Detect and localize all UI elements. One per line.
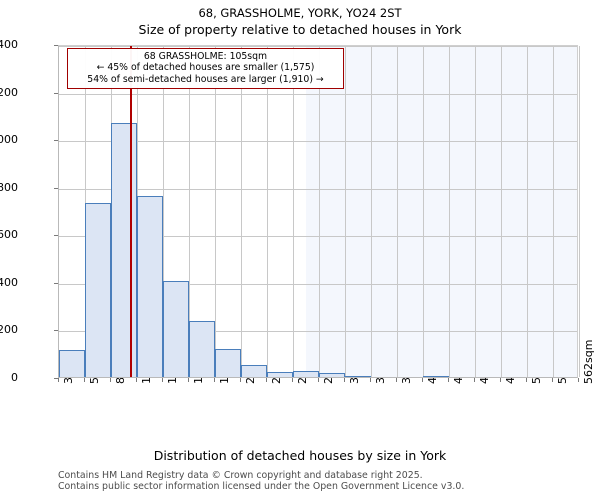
y-axis-tick-mark [54,282,58,284]
gridline-vertical [579,46,580,377]
gridline-vertical [345,46,346,377]
gridline-horizontal [59,236,577,238]
y-axis-tick-label: 1000 [0,133,18,147]
gridline-vertical [163,46,164,377]
histogram-bar [189,321,215,377]
x-axis-tick-mark [110,378,111,382]
x-axis-tick-mark [318,378,319,382]
y-axis-tick-label: 0 [11,371,18,384]
x-axis-tick-mark [214,378,215,382]
y-axis-tick-label: 200 [0,323,18,337]
annotation-line-3: 54% of semi-detached houses are larger (… [87,73,324,85]
chart-title-block: 68, GRASSHOLME, YORK, YO24 2ST Size of p… [0,6,600,38]
y-axis-tick-label: 800 [0,180,18,194]
x-axis-tick-mark [58,378,59,382]
chart-subtitle: Size of property relative to detached ho… [138,22,462,37]
x-axis-tick-label: 562sqm [582,339,595,384]
histogram-bar [241,365,267,377]
gridline-horizontal [59,331,577,333]
gridline-vertical [189,46,190,377]
histogram-bar [59,350,85,377]
x-axis-tick-mark [240,378,241,382]
y-axis-tick-mark [54,378,58,379]
gridline-horizontal [59,93,577,95]
footer-line-2: Contains public sector information licen… [58,481,465,492]
x-axis-tick-mark [526,378,527,382]
x-axis-tick-mark [448,378,449,382]
histogram-bar [319,372,345,377]
x-axis-tick-mark [84,378,85,382]
y-axis-tick-mark [54,45,58,46]
y-axis-tick-mark [54,187,58,189]
gridline-vertical [475,46,476,377]
histogram-bar [423,375,449,377]
y-axis-tick-mark [54,140,58,142]
property-marker-line [130,46,133,377]
gridline-horizontal [59,283,577,285]
gridline-vertical [371,46,372,377]
histogram-bar [215,348,241,377]
x-axis-tick-mark [396,378,397,382]
y-axis-tick-label: 1400 [0,38,18,51]
y-axis-tick-label: 1200 [0,85,18,99]
gridline-horizontal [59,188,577,190]
y-axis-tick-mark [54,330,58,332]
x-axis-tick-mark [500,378,501,382]
gridline-vertical [241,46,242,377]
gridline-vertical [319,46,320,377]
gridline-vertical [423,46,424,377]
x-axis-tick-mark [474,378,475,382]
annotation-line-2: ← 45% of detached houses are smaller (1,… [96,62,315,74]
y-axis-tick-mark [54,92,58,94]
gridline-vertical [397,46,398,377]
footer-line-1: Contains HM Land Registry data © Crown c… [58,470,423,481]
histogram-bar [267,371,293,377]
gridline-vertical [527,46,528,377]
y-axis-tick-label: 400 [0,275,18,289]
gridline-vertical [449,46,450,377]
x-axis-tick-mark [578,378,579,382]
x-axis-tick-mark [266,378,267,382]
gridline-horizontal [59,46,577,47]
x-axis-tick-mark [292,378,293,382]
x-axis-tick-mark [136,378,137,382]
histogram-bar [293,371,319,377]
histogram-bar [85,203,111,377]
page-title: 68, GRASSHOLME, YORK, YO24 2ST [198,6,402,20]
gridline-horizontal [59,141,577,143]
x-axis-tick-mark [344,378,345,382]
histogram-bars [59,46,577,377]
x-axis-tick-mark [162,378,163,382]
gridline-vertical [553,46,554,377]
histogram-bar [345,375,371,377]
gridline-vertical [267,46,268,377]
histogram-bar [137,196,163,377]
x-axis-tick-mark [552,378,553,382]
histogram-bar [111,122,137,377]
plot-area [58,45,580,378]
gridline-vertical [293,46,294,377]
x-axis-tick-mark [188,378,189,382]
annotation-callout: 68 GRASSHOLME: 105sqm ← 45% of detached … [67,48,344,89]
x-axis-label: Distribution of detached houses by size … [153,448,447,463]
x-axis-tick-mark [370,378,371,382]
y-axis-tick-mark [54,235,58,237]
y-axis-tick-label: 600 [0,228,18,242]
footer-attribution: Contains HM Land Registry data © Crown c… [58,470,464,492]
annotation-line-1: 68 GRASSHOLME: 105sqm [143,51,268,62]
x-axis-tick-mark [422,378,423,382]
gridline-vertical [501,46,502,377]
histogram-bar [163,280,189,377]
gridline-vertical [215,46,216,377]
